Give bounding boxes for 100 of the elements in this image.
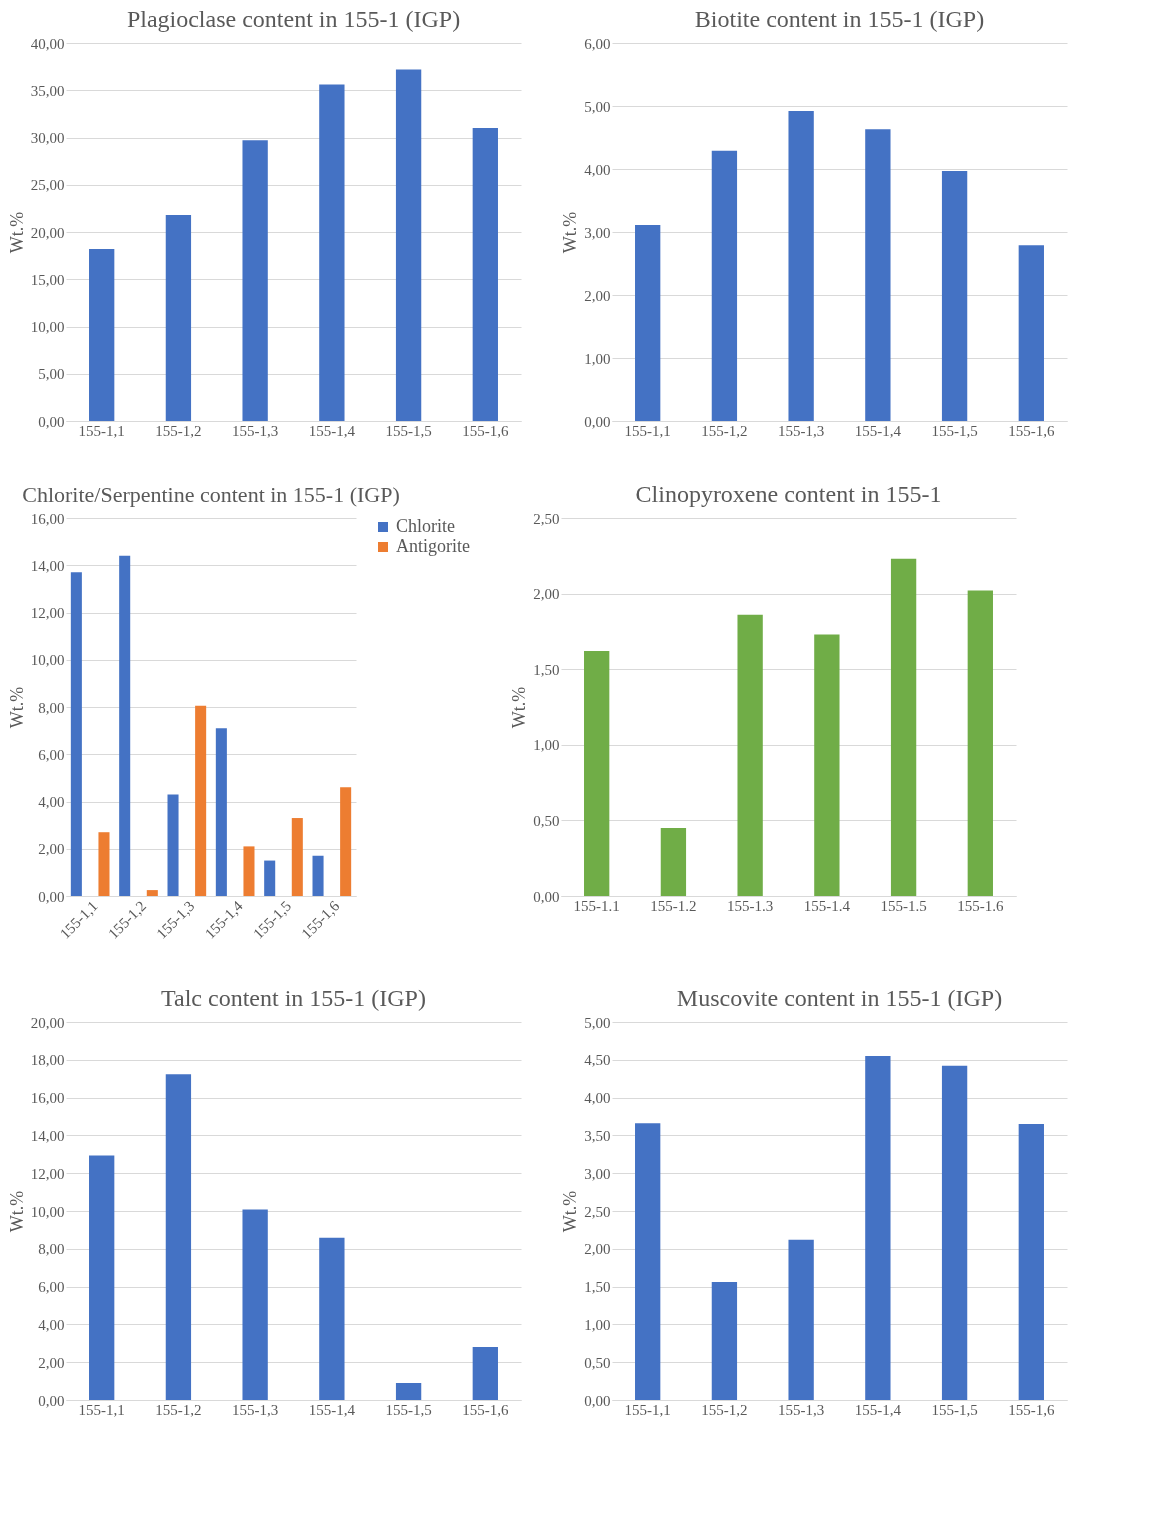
- bar: [98, 832, 110, 896]
- y-tick-label: 1,00: [533, 737, 560, 754]
- x-tick-label: 155-1,1: [78, 1401, 125, 1418]
- bar: [788, 1239, 814, 1400]
- y-axis-title: Wt.%: [6, 1190, 27, 1233]
- bar: [865, 129, 891, 421]
- bar: [319, 84, 345, 421]
- bar: [195, 705, 207, 896]
- bar: [584, 651, 610, 896]
- x-tick-label: 155-1,2: [155, 422, 202, 439]
- chart-title: Biotite content in 155-1 (IGP): [694, 6, 985, 32]
- y-axis-title: Wt.%: [560, 1190, 581, 1233]
- bar: [941, 170, 968, 421]
- bar: [941, 1065, 968, 1400]
- bar: [865, 1056, 891, 1400]
- bar: [890, 558, 917, 896]
- bar: [472, 1346, 498, 1400]
- y-tick-label: 1,50: [533, 661, 560, 678]
- bar: [242, 140, 268, 421]
- bar: [119, 555, 131, 896]
- bar: [89, 249, 115, 421]
- chart-title: Talc content in 155-1 (IGP): [161, 985, 426, 1011]
- legend-label: Chlorite: [396, 516, 455, 536]
- y-tick-label: 8,00: [38, 1241, 65, 1258]
- y-tick-label: 2,00: [533, 586, 560, 603]
- y-tick-label: 12,00: [30, 1165, 65, 1182]
- y-tick-label: 4,50: [584, 1052, 611, 1069]
- y-tick-label: 25,00: [30, 177, 65, 194]
- chart-title: Chlorite/Serpentine content in 155-1 (IGP): [22, 482, 400, 507]
- y-axis-title: Wt.%: [6, 686, 27, 729]
- x-tick-label: 155-1,5: [385, 1401, 432, 1418]
- y-tick-label: 6,00: [584, 35, 611, 52]
- y-tick-label: 10,00: [30, 652, 65, 669]
- bar: [635, 225, 661, 421]
- bar: [635, 1123, 661, 1400]
- x-tick-label: 155-1,2: [701, 1401, 748, 1418]
- y-tick-label: 4,00: [584, 1090, 611, 1107]
- x-tick-label: 155-1,6: [462, 422, 509, 439]
- y-axis-title: Wt.%: [560, 211, 581, 254]
- y-tick-label: 35,00: [30, 82, 65, 99]
- bar: [291, 818, 303, 896]
- y-tick-label: 3,00: [584, 224, 611, 241]
- y-tick-label: 1,00: [584, 350, 611, 367]
- x-tick-label: 155-1,4: [854, 422, 902, 439]
- y-tick-label: 0,50: [533, 812, 560, 829]
- y-tick-label: 40,00: [30, 35, 65, 52]
- x-tick-label: 155-1.3: [727, 897, 774, 914]
- bar: [340, 787, 352, 896]
- x-tick-label: 155-1,3: [778, 422, 825, 439]
- y-tick-label: 4,00: [38, 1316, 65, 1333]
- y-tick-label: 5,00: [584, 1014, 611, 1031]
- y-tick-label: 1,00: [584, 1316, 611, 1333]
- bar: [146, 890, 158, 896]
- y-tick-label: 6,00: [38, 1279, 65, 1296]
- bar: [711, 150, 738, 421]
- bar: [319, 1237, 345, 1400]
- bar: [737, 614, 763, 896]
- x-tick-label: 155-1,5: [931, 422, 978, 439]
- bar: [472, 128, 498, 421]
- y-tick-label: 4,00: [584, 161, 611, 178]
- bar: [264, 860, 276, 896]
- x-tick-label: 155-1,3: [232, 422, 279, 439]
- x-tick-label: 155-1,4: [854, 1401, 902, 1418]
- legend-label: Antigorite: [396, 536, 470, 556]
- bar: [70, 572, 82, 896]
- y-tick-label: 1,50: [584, 1279, 611, 1296]
- x-tick-label: 155-1,6: [1008, 1401, 1055, 1418]
- bar: [242, 1209, 268, 1400]
- x-tick-label: 155-1.1: [573, 897, 620, 914]
- bar: [165, 1074, 192, 1400]
- bar: [395, 69, 422, 421]
- y-axis-title: Wt.%: [6, 211, 27, 254]
- bar: [312, 855, 324, 896]
- x-tick-label: 155-1,3: [778, 1401, 825, 1418]
- y-tick-label: 2,50: [584, 1203, 611, 1220]
- y-tick-label: 3,50: [584, 1127, 611, 1144]
- bar: [395, 1382, 422, 1400]
- y-tick-label: 0,00: [38, 413, 65, 430]
- y-tick-label: 0,00: [38, 888, 65, 905]
- x-tick-label: 155-1,1: [78, 422, 125, 439]
- y-tick-label: 16,00: [30, 1090, 65, 1107]
- bar: [243, 846, 255, 896]
- y-tick-label: 10,00: [30, 319, 65, 335]
- bar: [660, 827, 687, 896]
- y-tick-label: 12,00: [30, 605, 65, 621]
- bar: [165, 214, 192, 421]
- y-axis-title: Wt.%: [509, 686, 530, 729]
- bar: [89, 1155, 115, 1400]
- x-tick-label: 155-1.5: [880, 897, 927, 914]
- y-tick-label: 4,00: [38, 794, 65, 810]
- y-tick-label: 0,00: [584, 1392, 611, 1409]
- y-tick-label: 2,00: [38, 1354, 65, 1371]
- bar: [788, 111, 814, 421]
- x-tick-label: 155-1,5: [931, 1401, 978, 1418]
- y-tick-label: 20,00: [30, 224, 65, 241]
- bar: [967, 590, 993, 896]
- chart-title: Plagioclase content in 155-1 (IGP): [126, 6, 461, 32]
- y-tick-label: 20,00: [30, 1014, 65, 1031]
- bar: [215, 728, 227, 896]
- y-tick-label: 0,00: [533, 888, 560, 905]
